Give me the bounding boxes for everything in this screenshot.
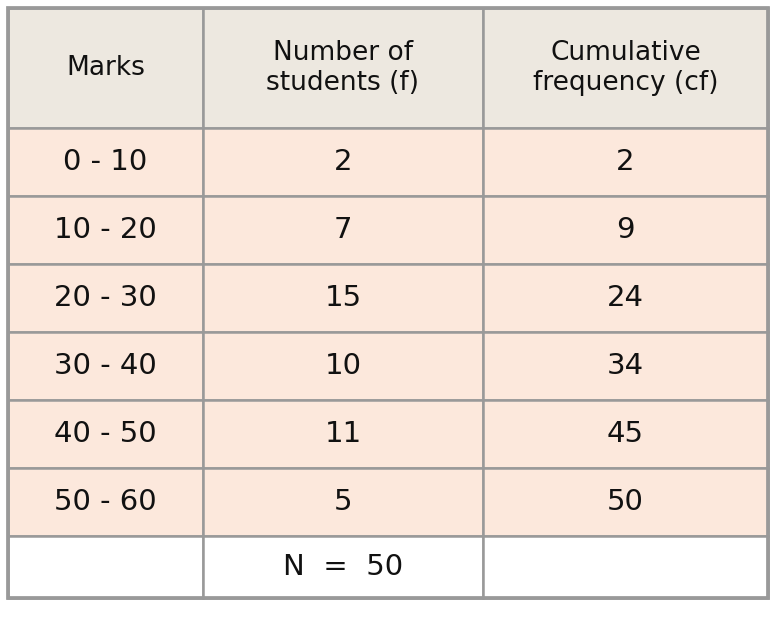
Bar (8, 400, 203, 468)
Text: 34: 34 (607, 352, 644, 380)
Bar (203, 468, 483, 536)
Bar (203, 332, 483, 400)
Bar (203, 8, 483, 128)
Text: 2: 2 (616, 148, 635, 176)
Bar (483, 468, 768, 536)
Bar (203, 400, 483, 468)
Bar (483, 400, 768, 468)
Text: 10: 10 (325, 352, 361, 380)
Text: N  =  50: N = 50 (283, 553, 403, 581)
Text: Number of
students (f): Number of students (f) (267, 40, 420, 96)
Bar (203, 536, 483, 598)
Text: Cumulative
frequency (cf): Cumulative frequency (cf) (533, 40, 718, 96)
Bar (483, 196, 768, 264)
Text: 2: 2 (334, 148, 352, 176)
Text: 30 - 40: 30 - 40 (54, 352, 157, 380)
Text: 40 - 50: 40 - 50 (54, 420, 157, 448)
Bar (8, 128, 203, 196)
Bar (8, 536, 203, 598)
Bar (203, 264, 483, 332)
Text: 20 - 30: 20 - 30 (54, 284, 157, 312)
Bar (203, 196, 483, 264)
Bar (483, 536, 768, 598)
Text: 45: 45 (607, 420, 644, 448)
Bar (8, 332, 203, 400)
Text: 15: 15 (325, 284, 361, 312)
Bar (8, 468, 203, 536)
Text: 11: 11 (324, 420, 361, 448)
Bar (8, 8, 203, 128)
Text: 9: 9 (616, 216, 635, 244)
Bar (8, 196, 203, 264)
Text: Marks: Marks (66, 55, 145, 81)
Text: 10 - 20: 10 - 20 (54, 216, 157, 244)
Bar (483, 8, 768, 128)
Bar (483, 128, 768, 196)
Bar (8, 264, 203, 332)
Text: 0 - 10: 0 - 10 (64, 148, 148, 176)
Text: 24: 24 (607, 284, 644, 312)
Bar (483, 264, 768, 332)
Text: 50 - 60: 50 - 60 (54, 488, 157, 516)
Bar (203, 128, 483, 196)
Text: 50: 50 (607, 488, 644, 516)
Bar (483, 332, 768, 400)
Text: 7: 7 (334, 216, 352, 244)
Text: 5: 5 (334, 488, 352, 516)
